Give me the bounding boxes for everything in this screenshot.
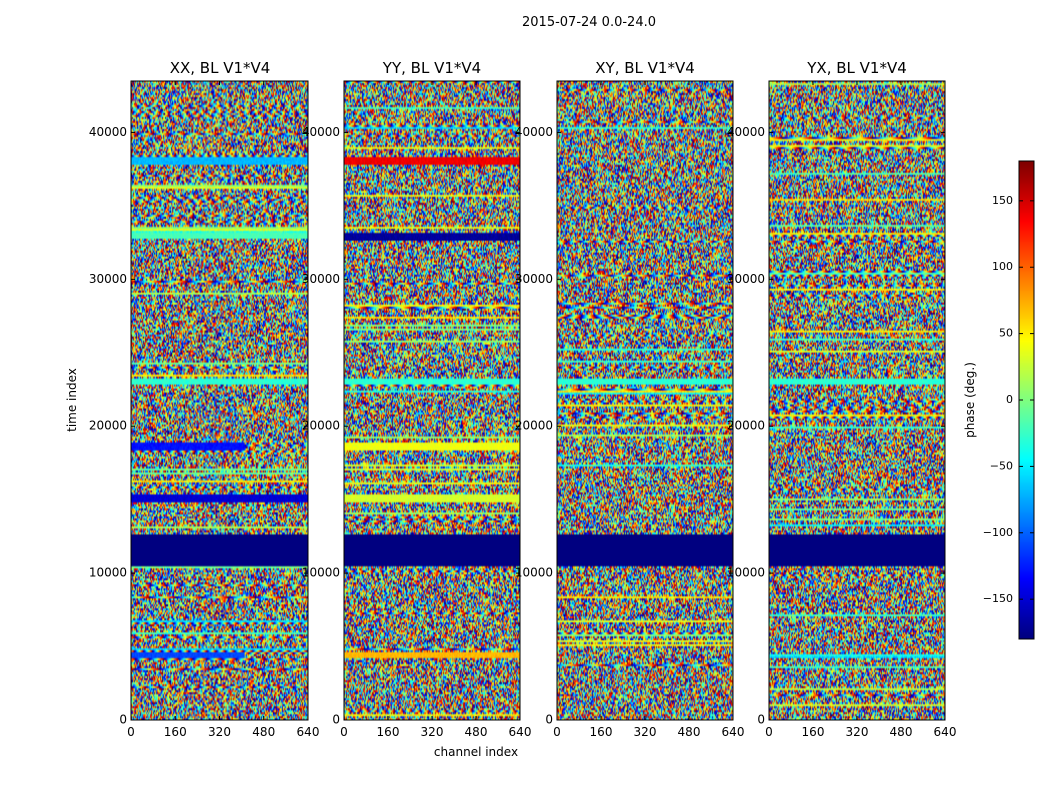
x-tick-label: 640 [934, 725, 957, 739]
x-tick-label: 0 [553, 725, 561, 739]
panel-xx: XX, BL V1*V4 [130, 59, 309, 721]
x-tick-label: 640 [297, 725, 320, 739]
panel-yx: YX, BL V1*V4 [768, 59, 946, 721]
colorbar-tick-label: 0 [1006, 393, 1013, 406]
y-axis-label: time index [65, 368, 79, 432]
y-tick-label: 20000 [302, 419, 340, 433]
colorbar-gradient [1019, 161, 1034, 639]
x-tick-label: 640 [722, 725, 745, 739]
x-tick-label: 640 [509, 725, 532, 739]
x-tick-label: 0 [765, 725, 773, 739]
heatmap-image-xx [131, 81, 308, 720]
panel-title-xx: XX, BL V1*V4 [170, 59, 271, 77]
x-tick-label: 480 [890, 725, 913, 739]
y-tick-label: 30000 [89, 272, 127, 286]
x-tick-label: 480 [465, 725, 488, 739]
x-axis-label: channel index [434, 745, 518, 759]
heatmap-image-yx [769, 81, 945, 720]
panel-yy: YY, BL V1*V4 [343, 59, 521, 721]
panel-xy: XY, BL V1*V4 [556, 59, 734, 721]
y-tick-label: 40000 [515, 125, 553, 139]
x-tick-label: 320 [634, 725, 657, 739]
y-tick-label: 10000 [89, 566, 127, 580]
colorbar-ticks: −150 −100 −50 0 50 100 150 [983, 194, 1034, 605]
y-tick-label: 40000 [89, 125, 127, 139]
colorbar-tick-label: −100 [983, 526, 1013, 539]
colorbar-tick-label: −50 [990, 459, 1013, 472]
colorbar-tick-label: −150 [983, 592, 1013, 605]
panel-title-yy: YY, BL V1*V4 [382, 59, 481, 77]
x-tick-label: 160 [164, 725, 187, 739]
colorbar: −150 −100 −50 0 50 100 150 phase (deg.) [963, 160, 1035, 640]
x-tick-label: 320 [421, 725, 444, 739]
axis-ticks: 0 160 320 480 640 0 10000 20000 30000 40000 0 160 32… [89, 81, 957, 739]
y-tick-label: 10000 [727, 566, 765, 580]
colorbar-tick-label: 50 [999, 327, 1013, 340]
y-tick-label: 20000 [515, 419, 553, 433]
heatmap-image-xy [557, 81, 733, 720]
y-tick-label: 20000 [89, 419, 127, 433]
x-tick-label: 320 [208, 725, 231, 739]
x-tick-label: 160 [590, 725, 613, 739]
heatmap-image-yy [344, 81, 520, 720]
panel-title-xy: XY, BL V1*V4 [595, 59, 695, 77]
y-tick-label: 0 [332, 713, 340, 727]
x-tick-label: 160 [802, 725, 825, 739]
x-tick-label: 320 [846, 725, 869, 739]
y-tick-label: 0 [119, 713, 127, 727]
y-tick-label: 30000 [515, 272, 553, 286]
colorbar-tick-label: 150 [992, 194, 1013, 207]
colorbar-label: phase (deg.) [963, 362, 977, 438]
y-tick-label: 40000 [302, 125, 340, 139]
y-tick-label: 10000 [302, 566, 340, 580]
y-tick-label: 20000 [727, 419, 765, 433]
y-tick-label: 10000 [515, 566, 553, 580]
y-tick-label: 0 [545, 713, 553, 727]
x-tick-label: 160 [377, 725, 400, 739]
y-tick-label: 30000 [302, 272, 340, 286]
x-tick-label: 480 [678, 725, 701, 739]
panel-title-yx: YX, BL V1*V4 [806, 59, 907, 77]
y-tick-label: 0 [757, 713, 765, 727]
y-tick-label: 40000 [727, 125, 765, 139]
x-tick-label: 0 [127, 725, 135, 739]
x-tick-label: 0 [340, 725, 348, 739]
colorbar-tick-label: 100 [992, 260, 1013, 273]
x-tick-label: 480 [252, 725, 275, 739]
figure-title: 2015-07-24 0.0-24.0 [522, 15, 656, 30]
y-tick-label: 30000 [727, 272, 765, 286]
